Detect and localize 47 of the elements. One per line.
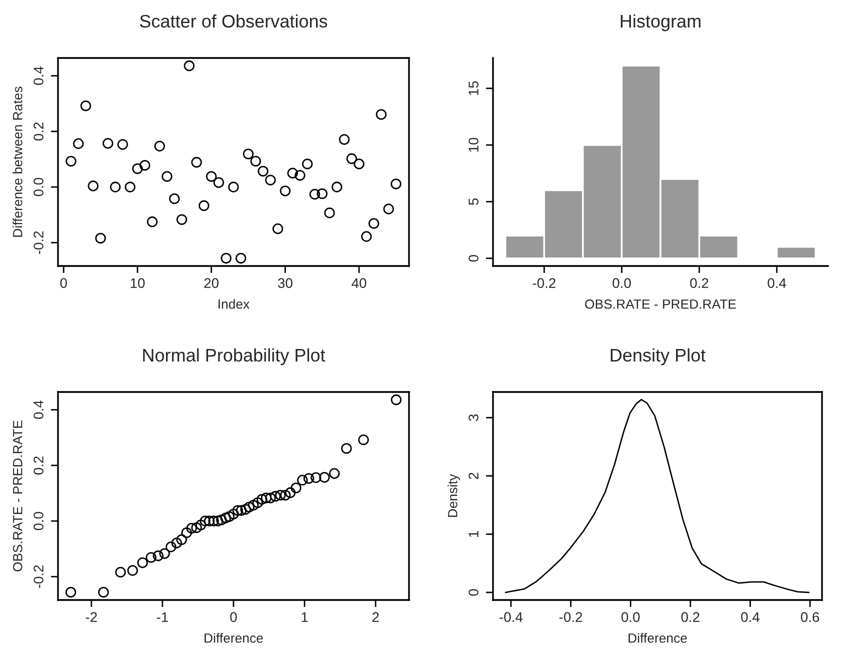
y-tick-label: 0.4: [34, 66, 44, 85]
y-tick-label: 0.4: [34, 400, 44, 419]
y-tick-label: 1: [468, 530, 478, 537]
x-tick-label: 20: [204, 278, 219, 288]
chart-title: Density Plot: [610, 348, 706, 366]
x-axis-title: Difference: [628, 633, 687, 643]
x-axis-title: OBS.RATE - PRED.RATE: [585, 299, 736, 309]
chart-title: Scatter of Observations: [140, 14, 328, 28]
x-tick-label: 0.2: [690, 278, 708, 288]
y-tick-label: 2: [468, 472, 478, 480]
x-tick-label: 10: [130, 278, 145, 288]
x-tick-label: -0.2: [532, 278, 556, 288]
x-tick-label: 0.0: [612, 278, 631, 288]
y-tick-label: 15: [468, 81, 478, 96]
chart-title: Normal Probability Plot: [143, 348, 326, 366]
x-tick-label: 0.0: [621, 612, 640, 622]
x-tick-label: 2: [372, 612, 379, 622]
y-tick-label: -0.2: [34, 231, 44, 254]
x-tick-label: -0.2: [559, 612, 582, 622]
x-tick-label: 0.6: [800, 612, 820, 622]
x-tick-label: 0.2: [681, 612, 700, 622]
x-axis-title: Difference: [204, 633, 263, 643]
x-tick-label: 0: [60, 278, 67, 288]
x-tick-label: 0: [230, 612, 237, 622]
y-tick-label: 0: [468, 589, 478, 596]
x-tick-label: 0.4: [768, 278, 786, 288]
x-tick-label: -1: [156, 612, 168, 622]
x-tick-label: 30: [278, 278, 292, 288]
y-tick-label: 5: [468, 198, 478, 205]
y-axis-title: Density: [448, 474, 460, 517]
y-tick-label: 0.0: [34, 512, 44, 530]
x-axis-title: Index: [218, 299, 250, 309]
x-tick-label: 0.4: [741, 612, 760, 622]
x-tick-label: 1: [302, 612, 308, 622]
x-tick-label: -2: [86, 612, 97, 622]
y-tick-label: 0.2: [34, 456, 44, 475]
y-tick-label: 3: [468, 414, 478, 421]
y-tick-label: 0: [468, 254, 478, 262]
y-tick-label: 0.2: [34, 122, 44, 141]
y-axis-title: OBS.RATE - PRED.RATE: [12, 420, 22, 572]
chart-title: Histogram: [620, 14, 700, 32]
y-tick-label: 10: [468, 138, 478, 152]
x-tick-label: 40: [352, 278, 366, 288]
y-tick-label: -0.2: [34, 565, 44, 588]
y-axis-title: Difference between Rates: [12, 86, 22, 237]
y-tick-label: 0.0: [34, 178, 44, 196]
x-tick-label: -0.4: [500, 612, 523, 622]
